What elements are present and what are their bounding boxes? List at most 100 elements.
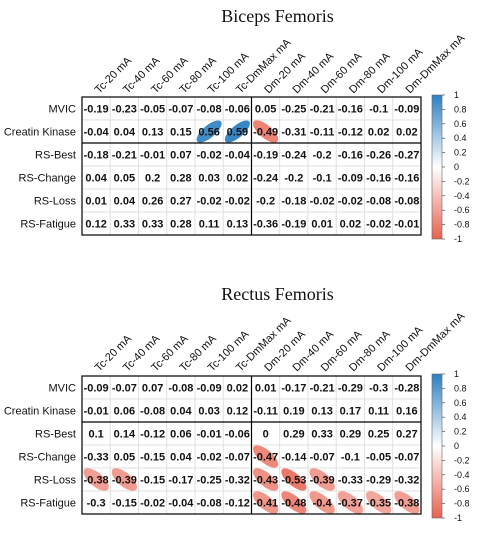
cell-value: -0.33 bbox=[84, 452, 109, 464]
cell-value: -0.4 bbox=[313, 498, 333, 510]
colorbar-tick-label: -0.2 bbox=[454, 176, 470, 186]
cell-value: -0.2 bbox=[284, 173, 303, 185]
cell-value: -0.1 bbox=[369, 104, 388, 116]
cell-value: -0.2 bbox=[256, 196, 275, 208]
row-label: Creatin Kinase bbox=[4, 406, 76, 418]
row-label: Creatin Kinase bbox=[4, 127, 76, 139]
cell-value: -0.19 bbox=[84, 104, 109, 116]
correlation-ellipse bbox=[365, 491, 392, 514]
cell-value: -0.01 bbox=[84, 406, 109, 418]
correlation-ellipse bbox=[252, 491, 279, 514]
cell-value: -0.16 bbox=[338, 150, 363, 162]
cell-value: -0.25 bbox=[281, 104, 306, 116]
cell-value: 0 bbox=[263, 429, 269, 441]
cell-value: -0.04 bbox=[168, 498, 194, 510]
cell-value: -0.07 bbox=[112, 383, 137, 395]
cell-value: 0.01 bbox=[311, 219, 332, 231]
colorbar bbox=[431, 94, 443, 240]
cell-value: 0.59 bbox=[227, 127, 248, 139]
cell-value: -0.09 bbox=[197, 383, 222, 395]
cell-value: -0.08 bbox=[197, 498, 222, 510]
cell-value: -0.02 bbox=[197, 196, 222, 208]
cell-value: 0.27 bbox=[170, 196, 191, 208]
cell-value: 0.11 bbox=[199, 219, 220, 231]
cell-value: -0.36 bbox=[253, 219, 278, 231]
correlation-ellipse bbox=[111, 468, 138, 491]
cell-value: -0.07 bbox=[168, 104, 193, 116]
cell-value: -0.09 bbox=[394, 104, 419, 116]
cell-value: -0.27 bbox=[394, 150, 419, 162]
cell-value: -0.23 bbox=[112, 104, 137, 116]
colorbar-tick-label: 0.4 bbox=[454, 412, 467, 422]
cell-value: -0.33 bbox=[338, 475, 363, 487]
colorbar-tick-label: -0.6 bbox=[454, 484, 470, 494]
cell-value: -0.32 bbox=[394, 475, 419, 487]
cell-value: -0.18 bbox=[84, 150, 109, 162]
cell-value: -0.08 bbox=[197, 104, 222, 116]
cell-value: 0.03 bbox=[198, 173, 219, 185]
cell-value: 0.2 bbox=[145, 173, 160, 185]
correlation-ellipse bbox=[281, 491, 307, 514]
correlation-ellipse bbox=[394, 491, 420, 514]
colorbar-tick-label: 0 bbox=[454, 441, 459, 451]
cell-value: -0.47 bbox=[253, 452, 278, 464]
cell-value: -0.08 bbox=[394, 196, 419, 208]
cell-value: -0.02 bbox=[140, 498, 165, 510]
colorbar-tick-label: 0.8 bbox=[454, 383, 467, 393]
cell-value: 0.13 bbox=[142, 127, 163, 139]
cell-value: 0.13 bbox=[311, 406, 332, 418]
row-label: MVIC bbox=[49, 383, 77, 395]
cell-value: -0.07 bbox=[394, 452, 419, 464]
cell-value: -0.11 bbox=[310, 127, 334, 139]
cell-value: -0.53 bbox=[281, 475, 306, 487]
cell-value: 0.33 bbox=[311, 429, 332, 441]
cell-value: -0.08 bbox=[366, 196, 391, 208]
cell-value: -0.04 bbox=[225, 150, 251, 162]
cell-value: 0.28 bbox=[170, 219, 191, 231]
cell-value: -0.12 bbox=[140, 429, 165, 441]
cell-value: -0.24 bbox=[253, 173, 279, 185]
colorbar bbox=[431, 373, 443, 519]
cell-value: -0.49 bbox=[253, 127, 278, 139]
correlation-ellipse bbox=[309, 468, 335, 491]
cell-value: -0.05 bbox=[140, 104, 165, 116]
cell-value: -0.2 bbox=[313, 150, 332, 162]
cell-value: -0.06 bbox=[225, 104, 250, 116]
cell-value: -0.31 bbox=[281, 127, 306, 139]
cell-value: 0.05 bbox=[114, 173, 135, 185]
cell-value: -0.05 bbox=[366, 452, 391, 464]
cell-value: -0.29 bbox=[338, 383, 363, 395]
cell-value: 0.06 bbox=[170, 429, 191, 441]
cell-value: 0.02 bbox=[227, 383, 248, 395]
cell-value: -0.24 bbox=[281, 150, 307, 162]
cell-value: 0.19 bbox=[283, 406, 304, 418]
cell-value: -0.35 bbox=[366, 498, 391, 510]
cell-value: 0.04 bbox=[170, 452, 192, 464]
cell-value: -0.07 bbox=[310, 452, 335, 464]
cell-value: 0.02 bbox=[227, 173, 248, 185]
row-label: RS-Change bbox=[19, 452, 76, 464]
cell-value: -0.15 bbox=[140, 475, 165, 487]
cell-value: -0.1 bbox=[313, 173, 332, 185]
chart-title: Biceps Femoris bbox=[221, 6, 334, 26]
colorbar-tick-label: 0 bbox=[454, 162, 459, 172]
cell-value: 0.04 bbox=[114, 127, 136, 139]
cell-value: -0.16 bbox=[366, 173, 391, 185]
cell-value: -0.12 bbox=[338, 127, 363, 139]
colorbar-tick-label: 0.4 bbox=[454, 133, 467, 143]
cell-value: -0.18 bbox=[281, 196, 306, 208]
cell-value: 0.02 bbox=[340, 219, 361, 231]
cell-value: -0.41 bbox=[253, 498, 278, 510]
colorbar-tick-label: -0.4 bbox=[454, 470, 470, 480]
cell-value: -0.02 bbox=[338, 196, 363, 208]
cell-value: 0.14 bbox=[114, 429, 136, 441]
colorbar-tick-label: 0.8 bbox=[454, 104, 467, 114]
row-label: RS-Loss bbox=[34, 475, 77, 487]
correlation-ellipse bbox=[253, 120, 279, 143]
cell-value: 0.13 bbox=[227, 219, 248, 231]
cell-value: 0.26 bbox=[142, 196, 163, 208]
cell-value: -0.14 bbox=[281, 452, 307, 464]
correlation-ellipse bbox=[309, 491, 335, 514]
